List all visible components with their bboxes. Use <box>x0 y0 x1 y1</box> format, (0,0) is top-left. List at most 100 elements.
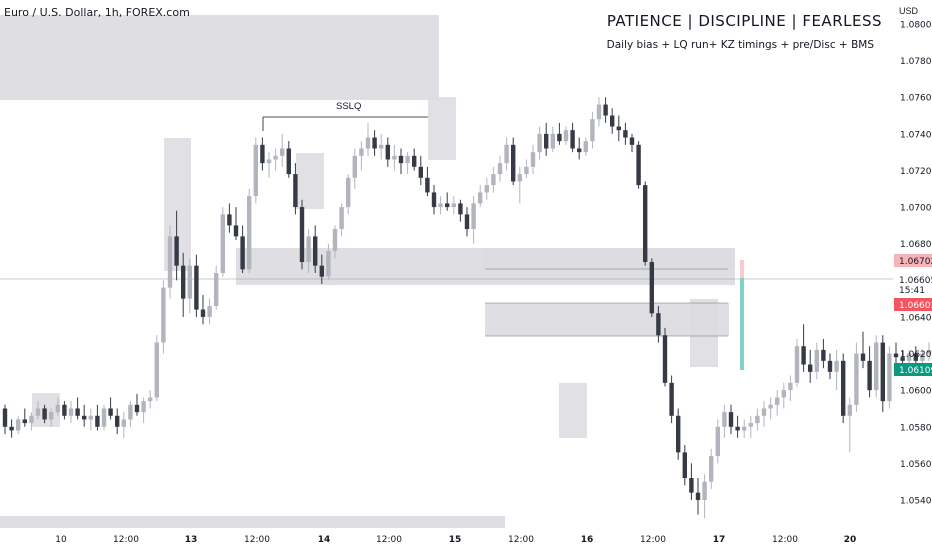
candle-body <box>16 419 21 431</box>
candle-body <box>115 415 120 427</box>
price-label-pink: 1.06702 <box>899 257 932 267</box>
y-tick-label: 1.07000 <box>900 204 932 214</box>
candle-body <box>313 236 318 266</box>
candle-body <box>544 133 549 149</box>
price-label-countdown-bg <box>894 285 932 296</box>
candle-body <box>497 163 503 175</box>
candle-body <box>577 148 582 153</box>
candle-body <box>530 152 536 167</box>
candle-body <box>128 404 133 420</box>
candle-body <box>379 144 384 149</box>
candle-body <box>200 309 206 317</box>
ob-zone-5 <box>559 383 587 438</box>
candle-body <box>293 174 298 208</box>
candle-body <box>108 408 113 416</box>
candle-body <box>900 357 905 361</box>
candle-body <box>887 353 892 402</box>
candle-body <box>491 174 496 186</box>
candle-body <box>365 137 371 149</box>
imbalance-zone-mid <box>485 303 729 336</box>
candle-body <box>590 119 595 142</box>
x-tick-label: 13 <box>185 535 198 545</box>
candle-body <box>768 404 773 409</box>
y-tick-label: 1.06000 <box>900 387 932 397</box>
y-tick-label: 1.05600 <box>900 460 932 470</box>
candle-body <box>339 207 344 230</box>
y-tick-label: 1.05400 <box>900 497 932 507</box>
candle-body <box>847 404 852 416</box>
candle-body <box>286 148 291 175</box>
candles <box>2 97 932 519</box>
candle-body <box>247 196 252 270</box>
candle-body <box>656 313 661 336</box>
y-tick-label: 1.06800 <box>900 240 932 250</box>
candle-body <box>748 423 753 427</box>
candle-body <box>636 144 641 186</box>
candle-body <box>676 415 681 453</box>
price-label-red: 1.06603 <box>899 301 932 311</box>
candle-body <box>471 203 476 230</box>
candle-body <box>695 492 701 500</box>
candle-body <box>233 225 239 237</box>
candle-body <box>557 133 562 142</box>
candle-body <box>445 203 450 208</box>
candle-body <box>187 265 192 299</box>
annotation-lines <box>0 116 893 370</box>
candle-body <box>121 419 126 427</box>
candle-body <box>266 159 272 164</box>
candle-body <box>220 214 225 273</box>
candle-body <box>240 236 245 270</box>
y-tick-label: 1.05800 <box>900 423 932 433</box>
candle-body <box>398 155 404 164</box>
candle-body <box>458 203 463 215</box>
candle-body <box>392 155 397 160</box>
candle-body <box>167 236 173 288</box>
candle-body <box>62 404 67 416</box>
price-label-red-bg <box>894 298 932 311</box>
candle-body <box>874 342 879 391</box>
candle-body <box>808 364 813 372</box>
candle-body <box>332 229 338 252</box>
candle-body <box>781 390 786 398</box>
x-tick-label: 12:00 <box>244 535 270 545</box>
candle-body <box>814 349 819 372</box>
candle-body <box>920 353 925 361</box>
candle-body <box>616 126 621 131</box>
candle-body <box>854 353 859 405</box>
ob-zone-2 <box>296 153 324 209</box>
candle-body <box>2 408 8 427</box>
candle-body <box>478 192 483 204</box>
strategy-text: Daily bias + LQ run+ KZ timings + pre/Di… <box>606 39 874 51</box>
candle-body <box>134 404 140 413</box>
candle-body <box>563 130 569 142</box>
candle-body <box>227 214 232 226</box>
candle-body <box>550 133 555 149</box>
candle-body <box>359 148 364 156</box>
headline-text: PATIENCE | DISCIPLINE | FEARLESS <box>606 12 882 30</box>
candle-body <box>728 412 734 427</box>
candle-body <box>775 397 780 405</box>
candle-body <box>623 130 628 138</box>
candle-body <box>22 419 27 424</box>
price-label-countdown: 15:41 <box>899 286 925 296</box>
candle-body <box>372 137 377 149</box>
x-tick-label: 15 <box>449 535 462 545</box>
candle-body <box>880 342 885 402</box>
candle-body <box>451 203 456 208</box>
candle-body <box>438 203 443 208</box>
x-tick-label: 14 <box>318 535 331 545</box>
price-labels: 1.06702 1.0660515:41 1.06603 1.06109 <box>894 254 932 376</box>
candle-body <box>214 272 219 306</box>
x-tick-label: 12:00 <box>508 535 534 545</box>
candle-body <box>801 346 806 365</box>
candle-body <box>306 236 311 262</box>
candle-body <box>689 478 694 493</box>
y-tick-label: 1.06400 <box>900 313 932 323</box>
candle-body <box>709 456 714 482</box>
x-tick-label: 12:00 <box>772 535 798 545</box>
position-stop-bar <box>740 260 744 278</box>
candle-body <box>603 104 608 116</box>
candle-body <box>827 360 833 372</box>
candle-body <box>405 155 410 164</box>
